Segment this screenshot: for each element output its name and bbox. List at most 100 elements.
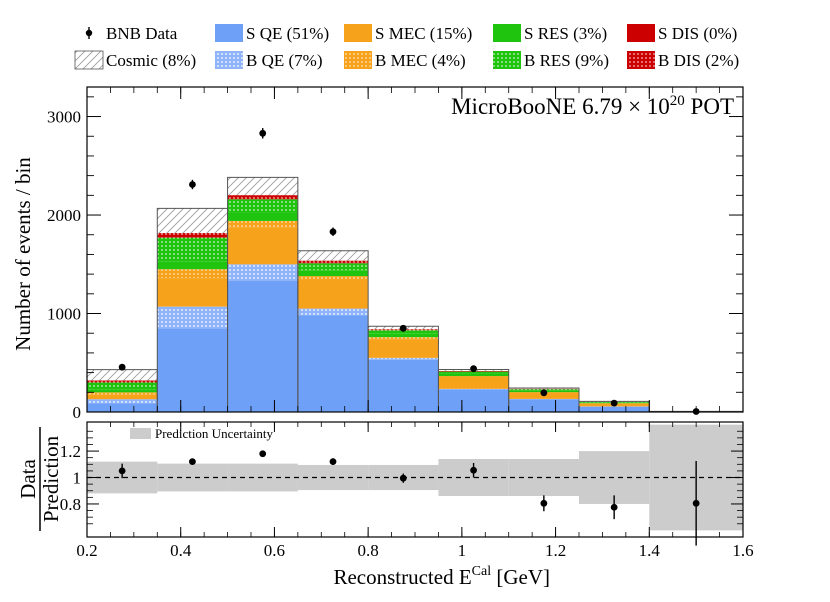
ratio-point-3 (329, 458, 337, 466)
legend-swatch-sres (493, 24, 521, 42)
ratio-point-6 (540, 499, 548, 507)
bar-bmec-2 (227, 220, 298, 228)
bar-sqe-3 (297, 315, 369, 412)
bar-sqe-4 (368, 359, 439, 412)
bar-cosmic-2 (227, 177, 298, 196)
xtick-label-7: 1.6 (732, 541, 753, 560)
ratio-point-0 (118, 467, 126, 475)
bar-smec-1 (157, 278, 228, 307)
data-point-1 (189, 181, 196, 188)
legend-entry-bmec: B MEC (4%) (344, 51, 466, 70)
xtick-label-4: 1 (458, 541, 467, 560)
legend-marker-point (85, 29, 93, 37)
bar-bqe-3 (297, 308, 369, 316)
legend-label-sdis: S DIS (0%) (658, 24, 737, 43)
ratio-point-4 (399, 474, 407, 482)
xtick-label-1: 0.4 (170, 541, 192, 560)
legend-entry-bres: B RES (9%) (493, 51, 609, 70)
legend-swatch-sqe (215, 24, 243, 42)
bar-bmec-5 (438, 376, 509, 378)
bar-bmec-4 (368, 337, 439, 340)
bar-bqe-1 (157, 306, 228, 329)
legend-entry-sqe: S QE (51%) (215, 24, 329, 43)
bar-smec-5 (438, 377, 509, 389)
legend-entry-sdis: S DIS (0%) (627, 24, 737, 43)
series-smec (87, 227, 743, 412)
ratio-point-7 (610, 503, 618, 511)
legend-label-bres: B RES (9%) (524, 51, 609, 70)
legend-entry-bnb: BNB Data (85, 24, 178, 43)
legend-swatch-bdis (627, 51, 655, 69)
top-panel: 0 1000 2000 3000 (47, 86, 744, 422)
bar-bdis-0 (87, 380, 158, 383)
bar-cosmic-3 (297, 250, 369, 261)
data-point-2 (259, 129, 267, 137)
legend-label-sres: S RES (3%) (524, 24, 607, 43)
legend-swatch-smec (344, 24, 372, 42)
bar-sqe-5 (438, 389, 509, 412)
xlabel-unit: [GeV] (491, 565, 550, 589)
bar-sqe-6 (508, 399, 579, 412)
ratio-point-5 (470, 466, 477, 474)
ytick-label-top-3: 3000 (47, 108, 81, 127)
bar-bqe-2 (227, 264, 298, 282)
legend-label-cosmic: Cosmic (8%) (106, 51, 196, 70)
series-bres (87, 199, 650, 403)
bar-bres-1 (157, 237, 228, 262)
bar-bdis-1 (157, 233, 228, 238)
ylabel-bottom-denominator: Prediction (39, 435, 63, 522)
bar-sqe-2 (227, 281, 298, 412)
ratio-panel: Prediction Uncertainty 0.8 1 1.2 0.2 0.4 0.6 0.… (60, 421, 754, 560)
xtick-label-5: 1.2 (545, 541, 566, 560)
bar-cosmic-1 (157, 208, 228, 234)
bar-smec-4 (368, 339, 439, 358)
bar-sres-3 (297, 270, 369, 277)
legend-swatch-bqe (215, 51, 243, 69)
legend-swatch-cosmic (74, 50, 104, 70)
legend-entry-smec: S MEC (15%) (344, 24, 472, 43)
ratio-point-8 (692, 499, 700, 507)
xtick-label-2: 0.6 (264, 541, 285, 560)
bar-bmec-0 (87, 392, 158, 395)
legend-label-sqe: S QE (51%) (246, 24, 329, 43)
ratio-point-2 (259, 450, 267, 458)
bar-bres-5 (438, 371, 509, 374)
bar-smec-3 (297, 279, 369, 309)
data-point-5 (470, 365, 477, 373)
legend-swatch-sdis (627, 24, 655, 42)
ytick-label-bottom-2: 1.2 (60, 442, 81, 461)
bar-cosmic-0 (87, 369, 158, 381)
data-point-6 (540, 389, 548, 397)
annotation-main: MicroBooNE 6.79 × 10 (451, 94, 670, 119)
data-point-7 (610, 399, 618, 407)
bar-smec-2 (227, 227, 298, 265)
bar-bqe-0 (87, 399, 158, 404)
ytick-label-bottom-0: 0.8 (60, 495, 81, 514)
xlabel-superscript: Cal (472, 564, 492, 579)
data-point-4 (399, 324, 407, 332)
ytick-label-bottom-1: 1 (73, 469, 82, 488)
xtick-label-0: 0.2 (76, 541, 97, 560)
legend-entry-bqe: B QE (7%) (215, 51, 322, 70)
legend-entry-sres: S RES (3%) (493, 24, 607, 43)
legend-entry-bdis: B DIS (2%) (627, 51, 739, 70)
xlabel: Reconstructed ECal [GeV] (333, 564, 550, 589)
legend-label-bnb: BNB Data (106, 24, 178, 43)
series-bqe (87, 264, 650, 407)
xtick-label-6: 1.4 (639, 541, 661, 560)
bar-smec-0 (87, 394, 158, 400)
legend-label-bdis: B DIS (2%) (658, 51, 739, 70)
bar-bres-3 (297, 263, 369, 271)
legend-label-bmec: B MEC (4%) (375, 51, 466, 70)
stack-outline-6 (508, 387, 580, 412)
bar-bmec-1 (157, 269, 228, 279)
legend-entry-cosmic: Cosmic (8%) (74, 50, 196, 70)
xlabel-main: Reconstructed E (333, 565, 471, 589)
legend: BNB Data S QE (51%) S MEC (15%) S RES (3%) S… (74, 24, 739, 70)
ratio-point-1 (189, 458, 196, 466)
bar-sqe-0 (87, 403, 158, 412)
bar-bdis-2 (227, 195, 298, 200)
bar-sres-1 (157, 261, 228, 270)
annotation-suffix: POT (685, 94, 734, 119)
ytick-label-top-1: 1000 (47, 305, 81, 324)
